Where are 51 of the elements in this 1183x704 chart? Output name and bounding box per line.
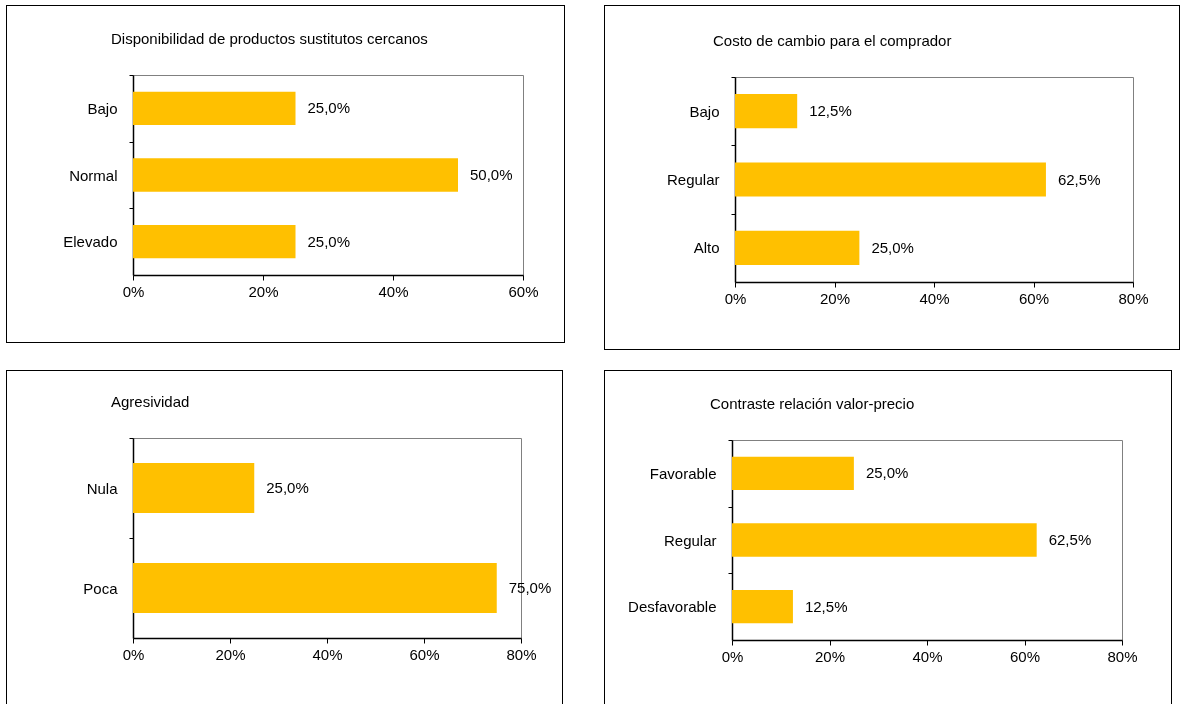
data-label: 25,0%: [266, 479, 309, 496]
data-label: 62,5%: [1057, 170, 1101, 188]
x-tick-label: 60%: [409, 645, 440, 663]
bar: [735, 230, 860, 265]
x-tick-label: 60%: [508, 282, 539, 300]
chart-title: Disponibilidad de productos sustitutos cercanos: [111, 29, 428, 47]
x-tick-label: 20%: [814, 647, 846, 665]
y-tick-label: Regular: [663, 531, 717, 549]
x-tick-label: 20%: [819, 289, 851, 307]
y-tick-label: Bajo: [689, 102, 720, 120]
x-tick-label: 20%: [215, 645, 246, 663]
chart-title: Agresividad: [111, 392, 190, 410]
data-label: 12,5%: [804, 597, 848, 615]
y-tick-label: Nula: [86, 479, 119, 497]
bar: [732, 523, 1037, 557]
x-tick-label: 40%: [312, 645, 343, 663]
x-tick-label: 80%: [506, 645, 537, 663]
y-tick-label: Bajo: [87, 99, 118, 117]
y-tick-label: Favorable: [649, 464, 717, 482]
data-label: 25,0%: [865, 464, 909, 482]
chart-title: Contraste relación valor-precio: [710, 394, 915, 412]
x-tick-label: 0%: [721, 647, 744, 665]
x-tick-label: 40%: [912, 647, 943, 665]
data-label: 62,5%: [1048, 531, 1092, 548]
x-tick-label: 0%: [724, 289, 747, 307]
y-tick-label: Poca: [83, 579, 119, 597]
data-label: 25,0%: [871, 238, 914, 256]
data-label: 12,5%: [809, 102, 852, 120]
y-tick-label: Elevado: [63, 233, 118, 251]
x-tick-label: 20%: [248, 282, 279, 300]
x-tick-label: 60%: [1009, 647, 1041, 665]
bar: [732, 456, 854, 490]
data-label: 25,0%: [307, 232, 351, 250]
chart-title: Costo de cambio para el comprador: [713, 31, 952, 49]
x-tick-label: 0%: [122, 645, 145, 663]
x-tick-label: 40%: [919, 289, 950, 307]
data-label: 50,0%: [470, 166, 513, 183]
y-tick-label: Normal: [69, 166, 118, 184]
x-tick-label: 0%: [122, 282, 145, 300]
x-tick-label: 80%: [1107, 647, 1138, 665]
bar: [735, 162, 1046, 197]
data-label: 25,0%: [307, 99, 351, 117]
bar: [735, 94, 798, 129]
data-label: 75,0%: [508, 579, 552, 596]
x-tick-label: 60%: [1018, 289, 1050, 307]
bar: [732, 590, 793, 624]
y-tick-label: Regular: [666, 171, 720, 188]
y-tick-label: Desfavorable: [628, 598, 717, 616]
x-tick-label: 40%: [378, 282, 409, 300]
x-tick-label: 80%: [1118, 289, 1149, 307]
y-tick-label: Alto: [693, 239, 720, 257]
